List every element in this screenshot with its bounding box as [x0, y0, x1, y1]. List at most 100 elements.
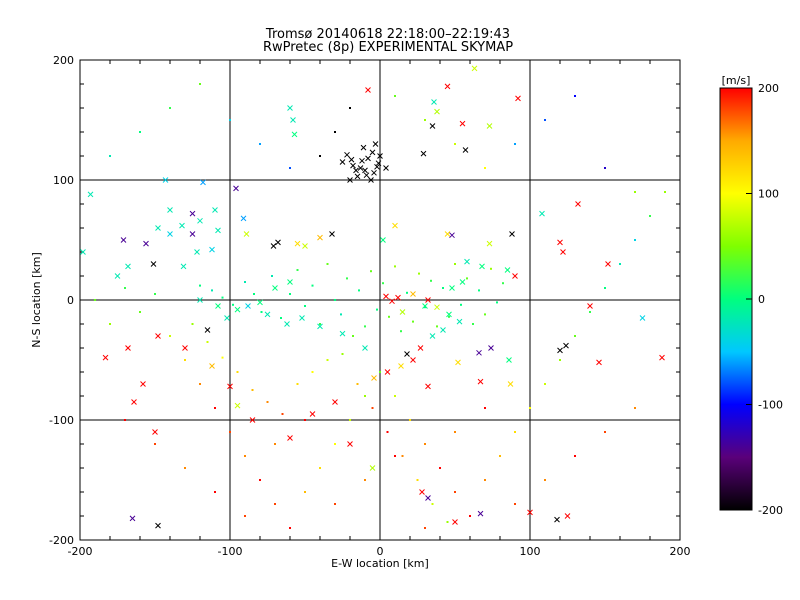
data-point-dot [349, 419, 351, 421]
cross-stroke [215, 227, 221, 234]
data-point-dot [574, 455, 576, 457]
data-point-dot [514, 143, 516, 145]
data-point-dot [356, 383, 359, 385]
cross-stroke [371, 375, 377, 381]
y-tick-label: 0 [67, 294, 74, 307]
data-point-dot [260, 311, 263, 313]
cross-stroke [506, 357, 512, 363]
data-point-dot [502, 282, 504, 285]
x-tick-label: 200 [670, 545, 691, 558]
data-point-cross [129, 515, 136, 522]
data-point-cross [209, 363, 215, 369]
data-point-cross [446, 311, 452, 318]
data-point-dot [454, 143, 456, 145]
data-point-cross [459, 120, 466, 127]
cross-stroke [477, 378, 484, 385]
data-point-dot [559, 359, 561, 361]
cross-stroke [347, 177, 353, 183]
cross-stroke [392, 222, 398, 229]
data-point-cross [404, 351, 410, 357]
data-point-dot [574, 335, 576, 337]
cross-stroke [560, 249, 566, 255]
cross-stroke [380, 237, 386, 243]
data-point-dot [319, 155, 321, 157]
data-point-cross [554, 516, 560, 523]
cross-stroke [257, 299, 263, 306]
data-point-dot [334, 443, 336, 445]
data-point-dot [394, 265, 396, 268]
cross-stroke [287, 279, 293, 285]
cross-stroke [204, 327, 211, 333]
cross-stroke [140, 381, 146, 387]
data-point-cross [150, 261, 157, 267]
cross-stroke [359, 157, 365, 164]
data-point-dot [199, 83, 201, 85]
data-point-cross [425, 495, 431, 501]
cross-stroke [348, 156, 355, 163]
data-point-dot [454, 491, 456, 493]
cross-stroke [291, 131, 298, 138]
data-point-dot [139, 311, 141, 313]
data-point-cross [240, 215, 247, 222]
data-point-cross [348, 156, 355, 163]
data-point-dot [388, 315, 390, 318]
data-point-dot [424, 119, 426, 121]
data-point-cross [459, 279, 466, 285]
cross-stroke [243, 231, 250, 237]
data-point-dot [436, 325, 438, 328]
data-point-cross [270, 243, 277, 249]
data-point-dot [499, 455, 501, 457]
data-point-dot [478, 289, 480, 292]
data-point-cross [347, 177, 353, 183]
cross-stroke [639, 315, 646, 321]
cross-stroke [477, 510, 484, 517]
data-point-cross [302, 243, 308, 249]
data-point-dot [304, 419, 306, 421]
data-point-cross [377, 153, 383, 159]
data-point-dot [664, 191, 666, 193]
data-point-cross [155, 333, 161, 339]
cross-stroke [264, 311, 271, 318]
data-point-cross [363, 172, 370, 179]
data-point-cross [422, 303, 428, 309]
data-point-cross [444, 83, 451, 90]
cross-stroke [224, 315, 230, 321]
data-point-dot [424, 527, 426, 529]
cross-stroke [125, 263, 131, 270]
data-point-dot [394, 95, 396, 97]
data-point-cross [560, 249, 566, 255]
data-point-dot [634, 191, 636, 193]
cross-stroke [329, 231, 335, 237]
data-point-cross [215, 303, 221, 309]
cross-stroke [557, 239, 563, 246]
data-point-cross [162, 177, 169, 183]
cross-stroke [155, 225, 161, 231]
cross-stroke [363, 172, 370, 179]
data-point-cross [449, 232, 455, 239]
data-point-dot [604, 287, 606, 289]
cross-stroke [374, 163, 380, 170]
cross-stroke [488, 345, 494, 351]
cross-stroke [389, 298, 395, 305]
cross-stroke [575, 201, 581, 207]
data-point-cross [392, 222, 398, 229]
cross-stroke [377, 153, 383, 159]
data-point-dot [304, 491, 306, 493]
data-point-dot [529, 407, 531, 409]
data-point-cross [380, 237, 386, 243]
data-point-dot [496, 301, 498, 304]
data-point-cross [444, 231, 451, 237]
data-point-dot [460, 303, 462, 306]
cross-stroke [486, 240, 493, 247]
data-point-dot [274, 503, 276, 505]
data-point-cross [425, 383, 431, 390]
data-point-dot [634, 239, 636, 241]
cross-stroke [155, 333, 161, 339]
data-point-dot [154, 293, 156, 295]
colorbar-tick-label: -200 [758, 504, 783, 517]
cross-stroke [162, 177, 169, 183]
data-point-cross [234, 306, 241, 313]
cross-stroke [659, 354, 665, 361]
cross-stroke [587, 303, 593, 309]
data-point-dot [394, 455, 396, 457]
